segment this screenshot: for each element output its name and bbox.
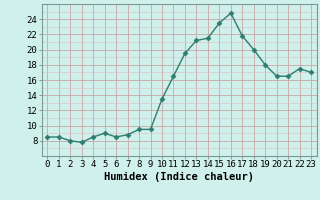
X-axis label: Humidex (Indice chaleur): Humidex (Indice chaleur): [104, 172, 254, 182]
